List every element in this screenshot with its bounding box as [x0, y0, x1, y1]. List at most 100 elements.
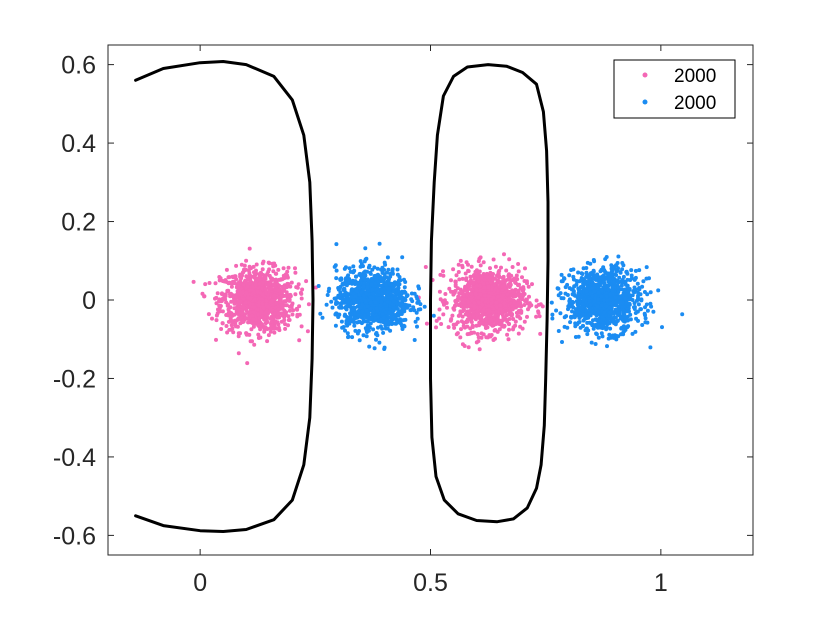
data-point [345, 318, 350, 322]
data-point [375, 318, 380, 323]
data-point [506, 312, 511, 317]
data-point [269, 323, 274, 328]
data-point [630, 331, 635, 336]
data-point [643, 316, 648, 321]
data-point [251, 302, 255, 307]
data-point [645, 292, 650, 297]
data-point [229, 284, 234, 289]
x-tick-label: 0 [193, 569, 207, 597]
data-point [379, 299, 384, 304]
data-point [357, 338, 362, 343]
data-point [499, 265, 503, 270]
data-point [602, 298, 606, 303]
data-point [272, 311, 277, 316]
data-point [618, 279, 623, 284]
data-point [383, 282, 388, 287]
data-point [401, 323, 406, 328]
data-point [383, 262, 388, 267]
data-point [578, 289, 583, 294]
y-tick-label: 0.6 [61, 52, 96, 80]
data-point [497, 322, 502, 327]
data-point [596, 318, 601, 323]
data-point [270, 298, 275, 303]
data-point [286, 323, 290, 328]
data-point [382, 347, 387, 351]
data-point [589, 340, 594, 345]
data-point [612, 264, 616, 269]
data-point [320, 315, 325, 320]
data-point [240, 273, 244, 278]
data-point [413, 319, 418, 324]
data-point [577, 300, 582, 305]
data-point [214, 313, 219, 318]
data-point [463, 271, 468, 276]
data-point [453, 279, 458, 284]
data-point [506, 337, 511, 342]
data-point [399, 312, 404, 316]
data-point [281, 287, 286, 292]
data-point [286, 318, 291, 322]
data-point [618, 300, 623, 305]
data-point [574, 279, 579, 283]
data-point [271, 264, 276, 269]
data-point [256, 332, 261, 337]
data-point [588, 302, 593, 307]
legend-box [613, 59, 736, 119]
data-point [361, 264, 365, 269]
data-point [591, 318, 595, 323]
data-point [449, 278, 453, 283]
data-point [473, 291, 478, 296]
data-point [396, 311, 401, 315]
data-point [200, 291, 205, 296]
data-point [496, 294, 500, 299]
data-point [618, 270, 623, 275]
data-point [594, 332, 599, 337]
data-point [602, 310, 607, 315]
data-point [393, 295, 398, 300]
data-point [441, 273, 446, 278]
legend-marker [642, 72, 648, 78]
data-point [344, 321, 349, 326]
data-point [599, 294, 604, 299]
data-point [560, 340, 564, 344]
data-point [423, 265, 428, 269]
data-point [364, 291, 369, 296]
data-point [248, 310, 253, 315]
data-point [399, 295, 404, 300]
data-point [576, 310, 580, 314]
data-point [336, 314, 341, 319]
data-point [475, 305, 480, 310]
data-point [431, 313, 436, 318]
data-point [282, 315, 287, 320]
data-point [518, 324, 523, 329]
data-point [405, 303, 410, 308]
data-point [325, 293, 330, 297]
data-point [600, 334, 605, 339]
data-point [613, 322, 618, 327]
data-point [505, 332, 510, 337]
data-point [365, 304, 370, 309]
data-point [497, 303, 502, 308]
data-point [368, 321, 373, 326]
data-point [523, 266, 527, 271]
data-point [391, 316, 396, 321]
data-point [380, 292, 385, 297]
data-point [246, 320, 251, 325]
data-point [418, 302, 423, 307]
data-point [488, 280, 493, 285]
data-point [573, 321, 578, 326]
data-point [381, 295, 386, 300]
data-point [524, 297, 529, 302]
data-point [300, 287, 305, 292]
data-point [456, 303, 461, 307]
data-point [346, 335, 350, 340]
data-point [268, 329, 273, 334]
data-point [446, 325, 451, 330]
data-point [580, 312, 585, 317]
data-point [453, 284, 458, 288]
data-point [404, 294, 409, 299]
data-point [581, 323, 585, 328]
data-point [297, 304, 302, 309]
data-point [587, 299, 592, 304]
data-point [572, 284, 577, 289]
